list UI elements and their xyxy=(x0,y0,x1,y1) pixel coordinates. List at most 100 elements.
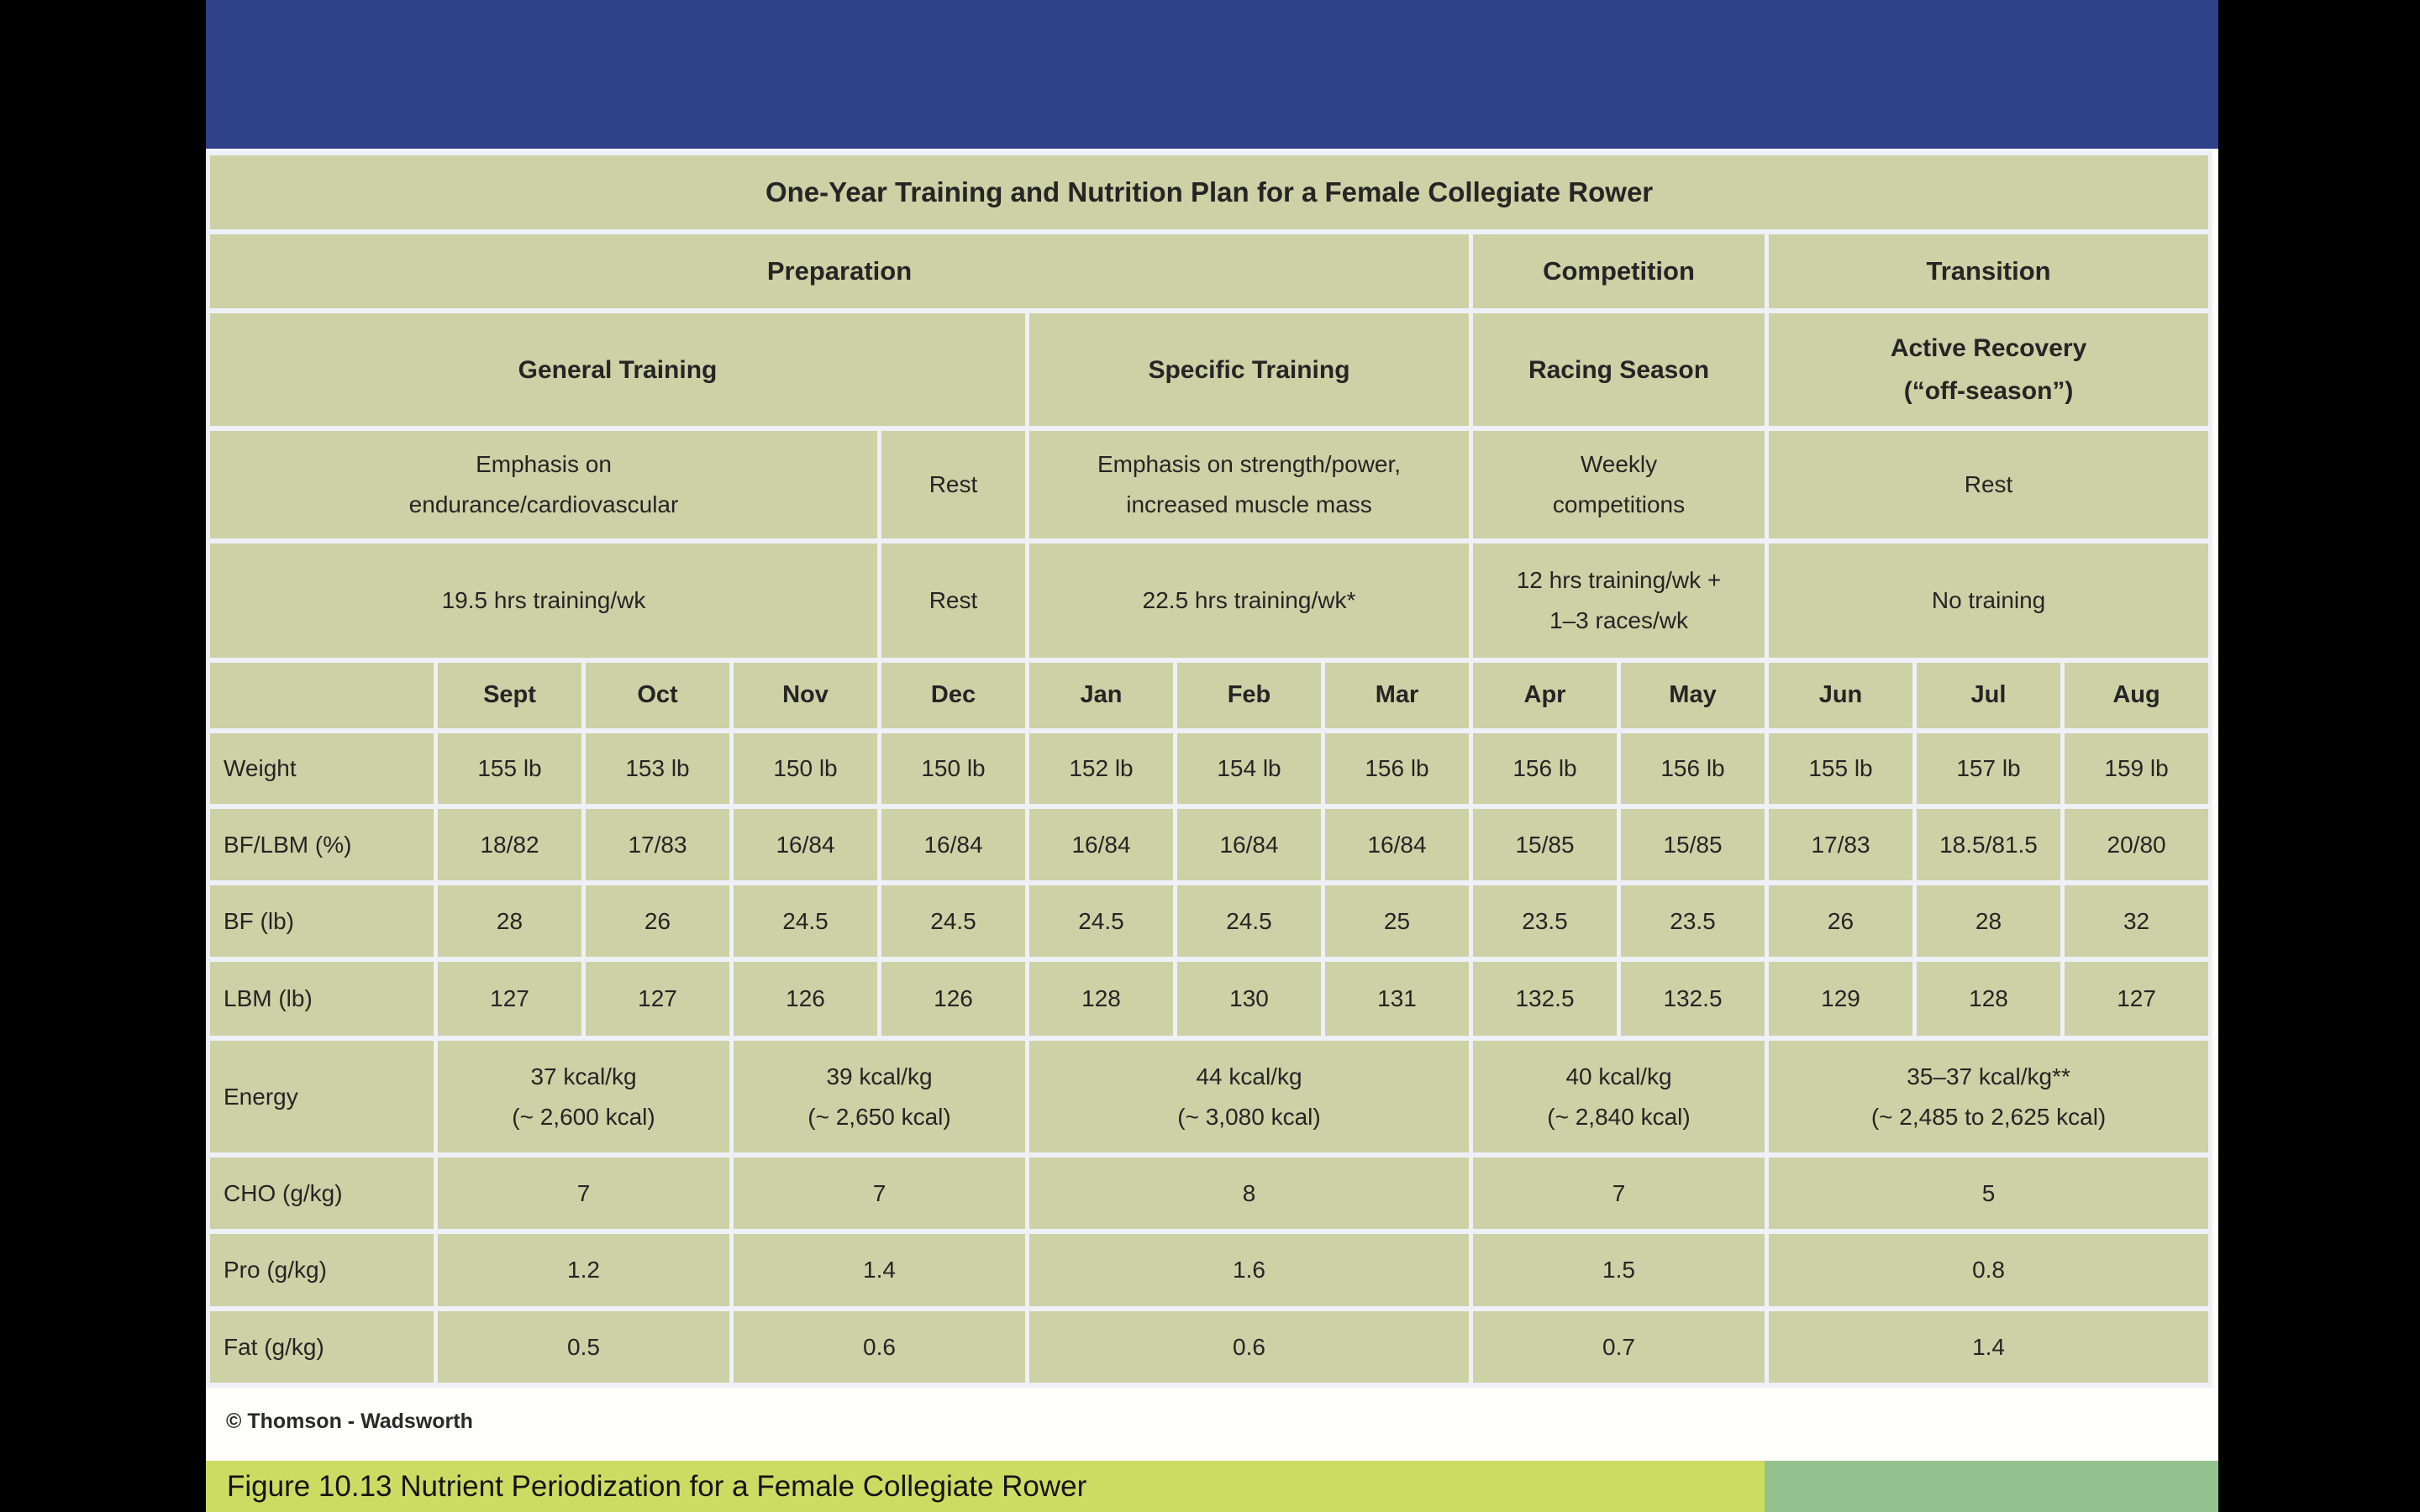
data-cell: 129 xyxy=(1769,962,1912,1036)
table-row-bf-lbm-percent: BF/LBM (%) 18/82 17/83 16/84 16/84 16/84… xyxy=(210,809,2209,880)
month-header: Mar xyxy=(1325,663,1469,728)
data-cell: 24.5 xyxy=(1177,885,1321,957)
month-header: May xyxy=(1621,663,1765,728)
data-cell: 32 xyxy=(2065,885,2209,957)
subphase-general-training: General Training xyxy=(210,313,1025,426)
data-cell: 25 xyxy=(1325,885,1469,957)
data-cell: 1.4 xyxy=(734,1234,1025,1306)
month-header: Aug xyxy=(2065,663,2209,728)
data-cell: 128 xyxy=(1917,962,2060,1036)
data-cell: 8 xyxy=(1029,1158,1469,1229)
data-cell: 126 xyxy=(881,962,1025,1036)
data-cell: 0.8 xyxy=(1769,1234,2209,1306)
table-row-bf-lb: BF (lb) 28 26 24.5 24.5 24.5 24.5 25 23.… xyxy=(210,885,2209,957)
energy-cell: 35–37 kcal/kg** (~ 2,485 to 2,625 kcal) xyxy=(1769,1041,2209,1152)
hours-general: 19.5 hrs training/wk xyxy=(210,543,877,658)
month-header: Dec xyxy=(881,663,1025,728)
data-cell: 17/83 xyxy=(586,809,729,880)
hours-racing: 12 hrs training/wk + 1–3 races/wk xyxy=(1473,543,1765,658)
data-cell: 7 xyxy=(1473,1158,1765,1229)
data-cell: 1.2 xyxy=(438,1234,729,1306)
figure-caption: Figure 10.13 Nutrient Periodization for … xyxy=(206,1461,1765,1512)
table-row-lbm-lb: LBM (lb) 127 127 126 126 128 130 131 132… xyxy=(210,962,2209,1036)
data-cell: 16/84 xyxy=(1029,809,1173,880)
data-cell: 28 xyxy=(1917,885,2060,957)
data-cell: 132.5 xyxy=(1621,962,1765,1036)
data-cell: 0.6 xyxy=(734,1311,1025,1383)
energy-cell: 44 kcal/kg (~ 3,080 kcal) xyxy=(1029,1041,1469,1152)
data-cell: 26 xyxy=(586,885,729,957)
subphase-racing-season: Racing Season xyxy=(1473,313,1765,426)
row-label-empty xyxy=(210,663,434,728)
month-header: Apr xyxy=(1473,663,1617,728)
data-cell: 16/84 xyxy=(734,809,877,880)
phase-preparation: Preparation xyxy=(210,234,1469,308)
energy-cell: 39 kcal/kg (~ 2,650 kcal) xyxy=(734,1041,1025,1152)
data-cell: 154 lb xyxy=(1177,733,1321,804)
data-cell: 15/85 xyxy=(1621,809,1765,880)
data-cell: 1.6 xyxy=(1029,1234,1469,1306)
focus-racing: Weekly competitions xyxy=(1473,431,1765,538)
data-cell: 150 lb xyxy=(734,733,877,804)
data-cell: 24.5 xyxy=(734,885,877,957)
table-row-weight: Weight 155 lb 153 lb 150 lb 150 lb 152 l… xyxy=(210,733,2209,804)
slide-header-bar xyxy=(206,0,2218,149)
month-header: Jun xyxy=(1769,663,1912,728)
focus-december-rest: Rest xyxy=(881,431,1025,538)
subphase-active-recovery: Active Recovery (“off-season”) xyxy=(1769,313,2209,426)
month-header: Jul xyxy=(1917,663,2060,728)
table-row-months: Sept Oct Nov Dec Jan Feb Mar Apr May Jun… xyxy=(210,663,2209,728)
data-cell: 15/85 xyxy=(1473,809,1617,880)
data-cell: 0.7 xyxy=(1473,1311,1765,1383)
row-label: BF (lb) xyxy=(210,885,434,957)
row-label: BF/LBM (%) xyxy=(210,809,434,880)
table-row-cho: CHO (g/kg) 7 7 8 7 5 xyxy=(210,1158,2209,1229)
data-cell: 18.5/81.5 xyxy=(1917,809,2060,880)
training-nutrition-table: One-Year Training and Nutrition Plan for… xyxy=(206,150,2213,1388)
row-label: Weight xyxy=(210,733,434,804)
month-header: Jan xyxy=(1029,663,1173,728)
data-cell: 156 lb xyxy=(1621,733,1765,804)
phase-transition: Transition xyxy=(1769,234,2209,308)
data-cell: 0.6 xyxy=(1029,1311,1469,1383)
focus-general: Emphasis on endurance/cardiovascular xyxy=(210,431,877,538)
slide: One-Year Training and Nutrition Plan for… xyxy=(206,0,2218,1512)
data-cell: 7 xyxy=(438,1158,729,1229)
focus-specific: Emphasis on strength/power, increased mu… xyxy=(1029,431,1469,538)
table-row-title: One-Year Training and Nutrition Plan for… xyxy=(210,155,2209,229)
row-label: LBM (lb) xyxy=(210,962,434,1036)
table-row-subphases: General Training Specific Training Racin… xyxy=(210,313,2209,426)
data-cell: 18/82 xyxy=(438,809,581,880)
data-cell: 17/83 xyxy=(1769,809,1912,880)
caption-bar: Figure 10.13 Nutrient Periodization for … xyxy=(206,1461,2218,1512)
data-cell: 20/80 xyxy=(2065,809,2209,880)
data-cell: 7 xyxy=(734,1158,1025,1229)
hours-specific: 22.5 hrs training/wk* xyxy=(1029,543,1469,658)
table-row-training-hours: 19.5 hrs training/wk Rest 22.5 hrs train… xyxy=(210,543,2209,658)
data-cell: 132.5 xyxy=(1473,962,1617,1036)
hours-transition: No training xyxy=(1769,543,2209,658)
table-row-training-focus: Emphasis on endurance/cardiovascular Res… xyxy=(210,431,2209,538)
data-cell: 157 lb xyxy=(1917,733,2060,804)
table-row-pro: Pro (g/kg) 1.2 1.4 1.6 1.5 0.8 xyxy=(210,1234,2209,1306)
row-label: Pro (g/kg) xyxy=(210,1234,434,1306)
data-cell: 155 lb xyxy=(438,733,581,804)
data-cell: 0.5 xyxy=(438,1311,729,1383)
data-cell: 1.4 xyxy=(1769,1311,2209,1383)
energy-cell: 40 kcal/kg (~ 2,840 kcal) xyxy=(1473,1041,1765,1152)
row-label: Energy xyxy=(210,1041,434,1152)
data-cell: 127 xyxy=(2065,962,2209,1036)
data-cell: 16/84 xyxy=(1325,809,1469,880)
table-row-fat: Fat (g/kg) 0.5 0.6 0.6 0.7 1.4 xyxy=(210,1311,2209,1383)
data-cell: 127 xyxy=(438,962,581,1036)
subphase-specific-training: Specific Training xyxy=(1029,313,1469,426)
data-cell: 24.5 xyxy=(1029,885,1173,957)
data-cell: 128 xyxy=(1029,962,1173,1036)
figure-caption-text: Figure 10.13 Nutrient Periodization for … xyxy=(227,1469,1087,1503)
data-cell: 156 lb xyxy=(1325,733,1469,804)
table-title: One-Year Training and Nutrition Plan for… xyxy=(210,155,2209,229)
data-cell: 156 lb xyxy=(1473,733,1617,804)
table-row-phases: Preparation Competition Transition xyxy=(210,234,2209,308)
month-header: Feb xyxy=(1177,663,1321,728)
